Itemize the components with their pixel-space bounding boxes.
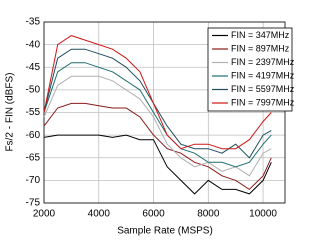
legend-label: FIN = 347MHz	[231, 30, 290, 40]
x-tick-label: 8000	[197, 209, 220, 220]
y-tick-label: -35	[26, 17, 41, 28]
legend-label: FIN = 5597MHz	[231, 84, 295, 94]
y-tick-label: -70	[26, 175, 41, 186]
y-tick-label: -45	[26, 62, 41, 73]
series-line	[43, 62, 272, 168]
y-tick-label: -75	[26, 198, 41, 209]
x-tick-label: 10000	[249, 209, 277, 220]
legend-label: FIN = 897MHz	[231, 43, 290, 53]
y-tick-label: -60	[26, 130, 41, 141]
y-tick-label: -65	[26, 152, 41, 163]
chart: Sample Rate (MSPS) Fs/2 - FIN (dBFS) -35…	[5, 17, 295, 237]
x-tick-label: 6000	[142, 209, 165, 220]
series-line	[43, 35, 272, 150]
y-tick-label: -40	[26, 39, 41, 50]
x-tick-label: 4000	[88, 209, 111, 220]
series-line	[43, 102, 272, 191]
legend-label: FIN = 7997MHz	[231, 97, 295, 107]
x-tick-label: 2000	[33, 209, 56, 220]
x-axis-label: Sample Rate (MSPS)	[117, 226, 213, 237]
series-line	[43, 48, 272, 159]
y-tick-label: -50	[26, 85, 41, 96]
series-line	[43, 134, 272, 195]
series-line	[43, 75, 272, 177]
legend-label: FIN = 2397MHz	[231, 57, 295, 67]
y-tick-label: -55	[26, 107, 41, 118]
y-axis-label: Fs/2 - FIN (dBFS)	[5, 73, 16, 152]
legend-box	[207, 27, 293, 112]
legend-label: FIN = 4197MHz	[231, 70, 295, 80]
